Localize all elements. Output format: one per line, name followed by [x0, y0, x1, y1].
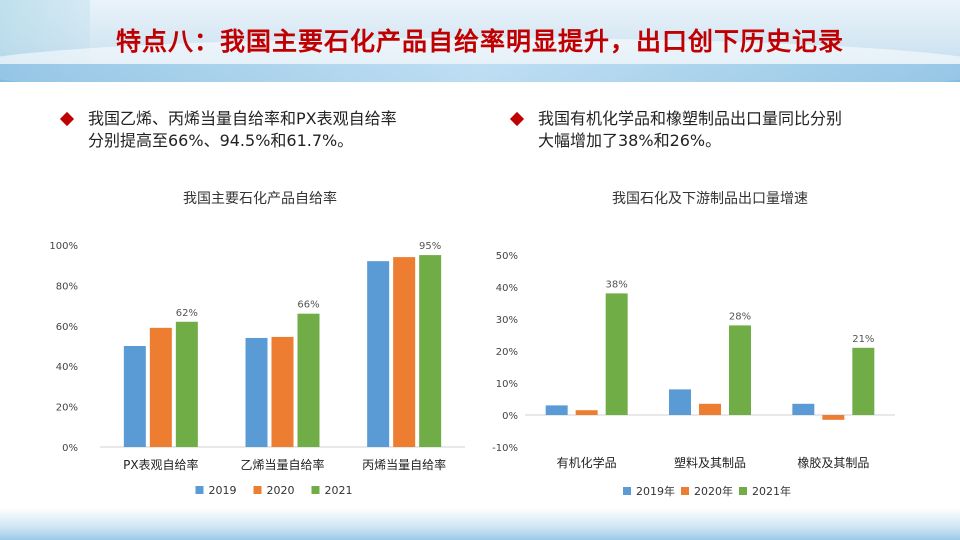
- chart1-legend-swatch: [195, 486, 204, 494]
- chart2-bar: [575, 410, 598, 415]
- header-band: [0, 0, 960, 82]
- chart2-ytick-label: 50%: [496, 251, 518, 262]
- chart2-ytick-label: 10%: [496, 379, 518, 390]
- chart1-ytick-label: 20%: [56, 403, 78, 414]
- chart1-legend-label: 2019: [209, 484, 237, 497]
- diamond-bullet-icon: [509, 111, 525, 127]
- chart1-ytick-label: 0%: [62, 443, 78, 454]
- chart2-ytick-label: 40%: [496, 283, 518, 294]
- chart1-bar: [245, 337, 268, 447]
- chart1-bar: [393, 257, 416, 447]
- footer-band: [0, 508, 960, 540]
- chart2-legend-swatch: [623, 487, 631, 495]
- self-sufficiency-chart: 0% 20% 40% 60% 80% 100% 62% PX表观自给率 66% 乙烯当量自给率 95…: [49, 241, 465, 497]
- chart1-ytick-label: 40%: [56, 362, 78, 373]
- chart1-ytick-label: 80%: [56, 281, 78, 292]
- chart1-category-label: 丙烯当量自给率: [362, 457, 446, 472]
- chart1-legend-label: 2021: [325, 484, 353, 497]
- chart2-bar: [792, 403, 815, 415]
- export-growth-chart: -10% 0% 10% 20% 30% 40% 50% 38% 有机化学品 28% 塑料及其制品 21…: [492, 251, 895, 498]
- diamond-bullet-icon: [59, 111, 75, 127]
- chart1-legend-swatch: [253, 486, 262, 494]
- chart2-bar: [545, 405, 568, 415]
- chart1-category-label: 乙烯当量自给率: [240, 457, 324, 472]
- bullet-right-line2: 大幅增加了38%和26%。: [538, 131, 722, 150]
- chart2-data-label: 38%: [606, 279, 628, 290]
- chart2-bar: [852, 347, 875, 415]
- bullet-left: 我国乙烯、丙烯当量自给率和PX表观自给率 分别提高至66%、94.5%和61.7…: [59, 108, 462, 154]
- chart2-ytick-label: 30%: [496, 315, 518, 326]
- chart1-data-label: 66%: [297, 300, 319, 311]
- bullet-left-line2: 分别提高至66%、94.5%和61.7%。: [88, 131, 354, 150]
- chart1-bar: [419, 255, 442, 447]
- chart1-data-label: 62%: [176, 308, 198, 319]
- bullet-right-line1: 我国有机化学品和橡塑制品出口量同比分别: [538, 109, 843, 128]
- bullet-right: 我国有机化学品和橡塑制品出口量同比分别 大幅增加了38%和26%。: [509, 108, 912, 154]
- chart2-title: 我国石化及下游制品出口量增速: [612, 191, 808, 207]
- chart1-bar: [367, 261, 390, 447]
- page-title: 特点八：我国主要石化产品自给率明显提升，出口创下历史记录: [115, 27, 844, 56]
- chart2-ytick-label: 0%: [502, 411, 518, 422]
- chart1-data-label: 95%: [419, 241, 441, 252]
- chart1-ytick-label: 60%: [56, 322, 78, 333]
- chart2-category-label: 橡胶及其制品: [797, 455, 869, 470]
- chart2-legend-swatch: [681, 487, 689, 495]
- chart2-bar: [822, 415, 845, 420]
- chart1-legend-label: 2020: [267, 484, 295, 497]
- chart1-bar: [271, 336, 294, 447]
- chart1-bar: [175, 321, 198, 447]
- chart2-ytick-label: 20%: [496, 347, 518, 358]
- chart1-bar: [123, 346, 146, 447]
- chart2-bar: [729, 325, 751, 415]
- chart2-legend-label: 2019年: [636, 484, 675, 498]
- chart2-bar: [605, 293, 628, 415]
- chart2-bar: [669, 389, 691, 415]
- chart2-bar: [699, 403, 721, 415]
- chart1-category-label: PX表观自给率: [123, 457, 198, 472]
- chart2-category-label: 塑料及其制品: [674, 455, 746, 470]
- bullet-left-line1: 我国乙烯、丙烯当量自给率和PX表观自给率: [88, 109, 397, 128]
- chart2-data-label: 21%: [852, 334, 874, 345]
- chart2-legend-label: 2021年: [752, 484, 791, 498]
- chart2-legend-swatch: [739, 487, 747, 495]
- chart1-title: 我国主要石化产品自给率: [183, 191, 337, 207]
- chart1-ytick-label: 100%: [49, 241, 78, 252]
- chart1-bar: [149, 327, 172, 447]
- chart2-category-label: 有机化学品: [557, 455, 617, 470]
- chart1-bar: [297, 313, 320, 447]
- chart2-data-label: 28%: [729, 311, 751, 322]
- chart2-ytick-label: -10%: [492, 443, 518, 454]
- chart1-legend-swatch: [311, 486, 320, 494]
- chart2-legend-label: 2020年: [694, 484, 733, 498]
- header-stripe: [0, 64, 960, 82]
